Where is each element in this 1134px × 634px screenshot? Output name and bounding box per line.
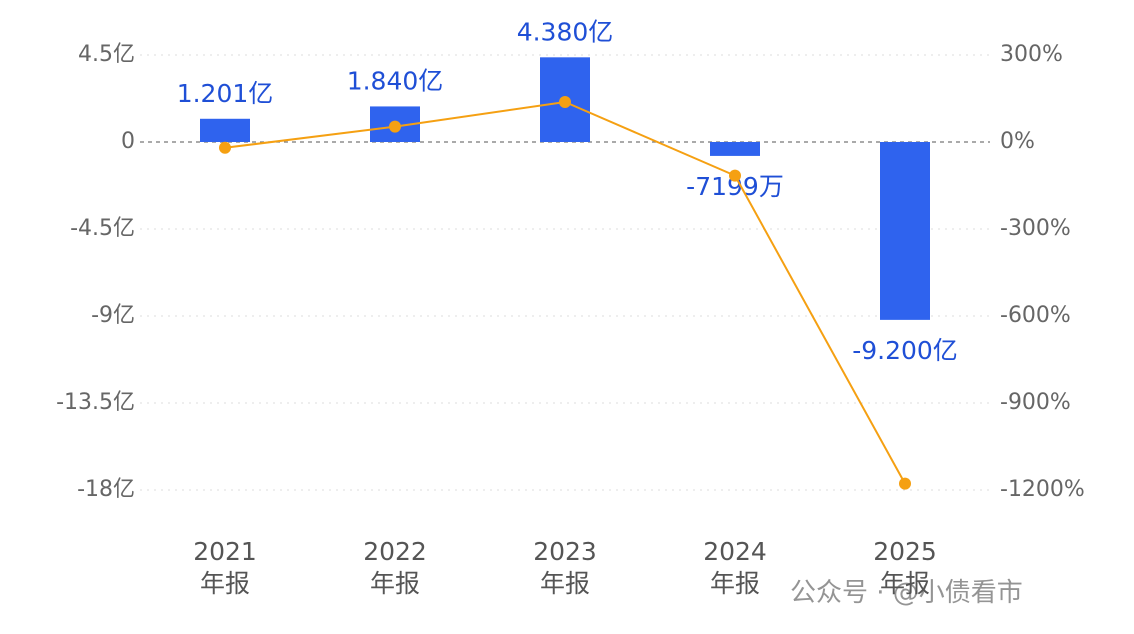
y-tick-label: -4.5亿: [70, 216, 135, 241]
line-point: [559, 95, 571, 108]
data-label: 1.840亿: [347, 66, 444, 95]
y-tick-label: -18亿: [77, 477, 135, 502]
bar: [200, 118, 250, 142]
line-point: [899, 477, 911, 490]
line-point: [729, 169, 741, 182]
y2-tick-label: 0%: [1000, 129, 1035, 154]
y-tick-label: -13.5亿: [56, 390, 135, 415]
watermark: 公众号 · @小债看市: [790, 578, 1023, 608]
line-point: [219, 141, 231, 154]
data-label: -9.200亿: [852, 336, 958, 365]
y-tick-label: -9亿: [91, 303, 135, 328]
y2-tick-label: 300%: [1000, 42, 1063, 67]
data-label: 1.201亿: [177, 79, 274, 108]
x-tick-label: 2023 年报: [533, 537, 597, 598]
bar: [710, 142, 760, 156]
x-tick-label: 2024 年报: [703, 537, 767, 598]
bar: [880, 142, 930, 320]
y2-tick-label: -300%: [1000, 216, 1071, 241]
x-tick-label: 2025 年报: [873, 537, 937, 598]
y-tick-label: 0: [121, 129, 135, 154]
y2-tick-label: -900%: [1000, 390, 1071, 415]
x-tick-label: 2022 年报: [363, 537, 427, 598]
y2-tick-label: -1200%: [1000, 477, 1085, 502]
y2-tick-label: -600%: [1000, 303, 1071, 328]
line-point: [389, 120, 401, 133]
line: [224, 100, 906, 485]
x-tick-label: 2021 年报: [193, 537, 257, 598]
y-tick-label: 4.5亿: [78, 42, 135, 67]
data-label: 4.380亿: [517, 17, 614, 46]
